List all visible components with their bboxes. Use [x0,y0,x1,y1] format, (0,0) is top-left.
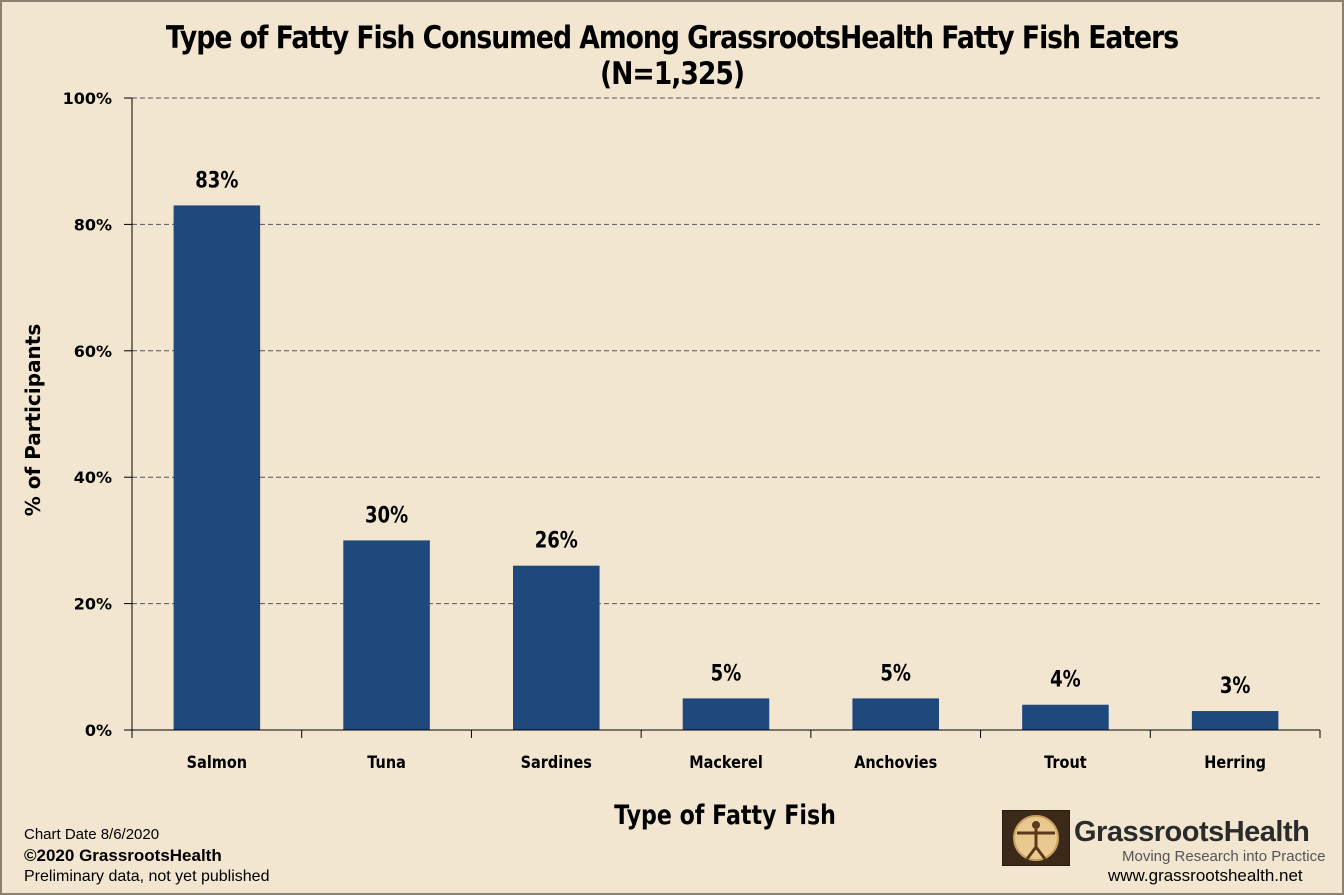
y-tick-label: 20% [74,595,112,614]
y-axis: 0% 20% 40% 60% 80% 100% [63,89,132,740]
copyright: ©2020 GrassrootsHealth [24,845,269,866]
preliminary-note: Preliminary data, not yet published [24,866,269,887]
x-axis: Salmon Tuna Sardines Mackerel Anchovies Trout… [132,730,1320,772]
data-label: 5% [711,660,742,686]
data-label: 5% [880,660,911,686]
y-tick-label: 40% [74,468,112,487]
x-tick-label: Salmon [187,752,247,772]
bar-tuna [343,540,430,730]
bar-trout [1022,705,1109,730]
bar-salmon [174,205,261,730]
x-tick-label: Herring [1204,752,1266,772]
x-tick-label: Tuna [367,752,406,772]
vitruvian-logo-icon [1002,810,1070,866]
x-tick-label: Mackerel [689,752,763,772]
website-url: www.grassrootshealth.net [1108,866,1303,886]
bars: 83% 30% 26% 5% 5% 4% 3% [174,167,1279,730]
bar-mackerel [683,698,770,730]
data-label: 30% [365,502,408,528]
footer-info: Chart Date 8/6/2020 ©2020 GrassrootsHeal… [24,824,269,887]
data-label: 83% [195,167,238,193]
x-tick-label: Trout [1044,752,1087,772]
bar-herring [1192,711,1279,730]
data-label: 3% [1220,672,1251,698]
bar-sardines [513,566,600,730]
y-tick-label: 100% [63,89,112,108]
y-tick-label: 60% [74,342,112,361]
chart-date: Chart Date 8/6/2020 [24,824,269,845]
bar-chart: 0% 20% 40% 60% 80% 100% 83% 30% 26% 5% 5% 4% 3% Sal… [0,0,1344,895]
data-label: 4% [1050,666,1081,692]
y-tick-label: 0% [85,721,112,740]
x-tick-label: Anchovies [854,752,937,772]
y-tick-label: 80% [74,215,112,234]
grassrootshealth-logo: GrassrootsHealth Moving Research into Pr… [1002,810,1332,866]
logo-tagline: Moving Research into Practice [1122,848,1325,865]
data-label: 26% [535,527,578,553]
logo-name: GrassrootsHealth [1074,816,1309,849]
y-axis-label: % of Participants [21,324,45,517]
gridlines [132,98,1320,604]
bar-anchovies [852,698,939,730]
x-tick-label: Sardines [521,752,592,772]
